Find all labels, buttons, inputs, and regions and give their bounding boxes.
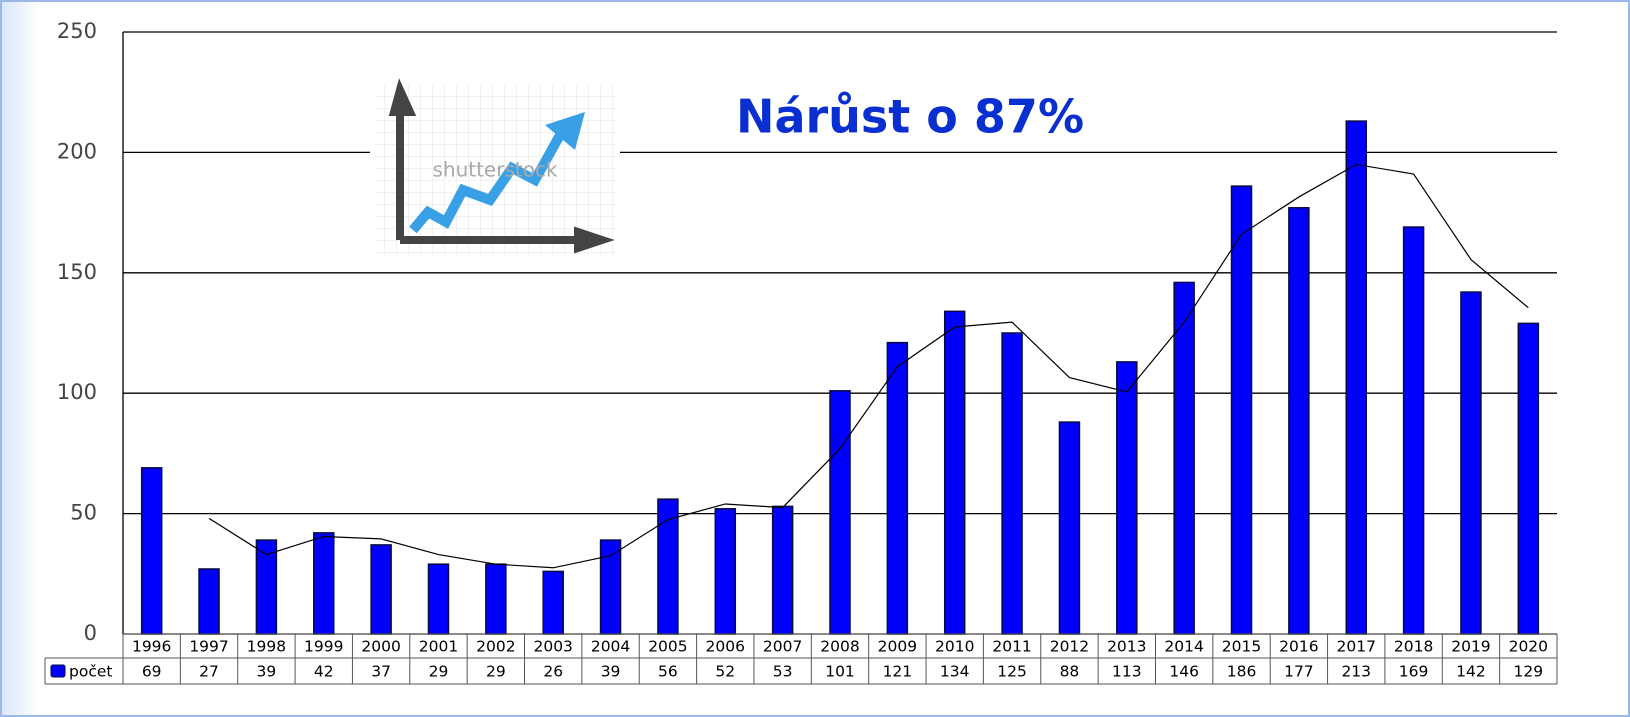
y-tick-label: 100 [57,380,97,404]
table-value: 42 [314,663,334,681]
annotation: Nárůst o 87% [736,90,1084,144]
table-value: 169 [1399,663,1429,681]
bar [199,569,219,634]
x-tick-label: 1996 [132,638,171,656]
table-value: 186 [1227,663,1257,681]
y-tick-label: 0 [84,621,97,645]
table-value: 134 [940,663,970,681]
bar [1346,121,1366,634]
legend-label: počet [69,663,112,681]
x-tick-label: 2013 [1107,638,1146,656]
table-value: 142 [1456,663,1486,681]
table-value: 101 [825,663,855,681]
x-tick-label: 2017 [1337,638,1376,656]
bar [1002,333,1022,634]
table-value: 39 [257,663,277,681]
x-tick-label: 2011 [992,638,1031,656]
bar [1289,208,1309,634]
bar [486,564,506,634]
y-tick-label: 200 [57,139,97,163]
chart: shutterstock Nárůst o 87% 05010015020025… [0,0,1630,717]
x-tick-label: 2014 [1164,638,1203,656]
watermark: shutterstock [432,158,557,182]
bar [1174,282,1194,634]
bar [830,391,850,634]
y-tick-label: 50 [70,501,97,525]
x-tick-label: 2018 [1394,638,1433,656]
y-tick-label: 250 [57,19,97,43]
x-tick-label: 1997 [189,638,228,656]
x-tick-label: 2020 [1509,638,1548,656]
table-value: 29 [486,663,506,681]
table-value: 88 [1060,663,1080,681]
bar [543,571,563,634]
bar [1059,422,1079,634]
bar [371,545,391,634]
table-value: 121 [883,663,913,681]
x-tick-label: 2001 [419,638,458,656]
bar [773,506,793,634]
y-tick-label: 150 [57,260,97,284]
x-tick-label: 2012 [1050,638,1089,656]
x-tick-label: 2007 [763,638,802,656]
bar [1518,323,1538,634]
background-edge [0,0,40,717]
picture: shutterstock [370,80,620,262]
bar [1461,292,1481,634]
x-tick-label: 2006 [706,638,745,656]
table-value: 53 [773,663,793,681]
x-tick-label: 2005 [648,638,687,656]
x-tick-label: 2009 [878,638,917,656]
table-value: 213 [1341,663,1371,681]
bar [1232,186,1252,634]
bar [715,509,735,634]
bar [1404,227,1424,634]
bar [142,468,162,634]
table-value: 69 [142,663,162,681]
x-tick-label: 2008 [820,638,859,656]
bar [428,564,448,634]
table-value: 39 [601,663,621,681]
x-tick-label: 2019 [1451,638,1490,656]
table-value: 146 [1169,663,1199,681]
table-value: 113 [1112,663,1142,681]
table-value: 56 [658,663,678,681]
table-value: 177 [1284,663,1314,681]
bar [314,533,334,634]
table-value: 27 [199,663,219,681]
bar [945,311,965,634]
x-tick-label: 2016 [1279,638,1318,656]
bar [887,343,907,634]
table-value: 29 [429,663,449,681]
bar [1117,362,1137,634]
x-tick-label: 2004 [591,638,630,656]
x-tick-label: 2010 [935,638,974,656]
x-tick-label: 1999 [304,638,343,656]
x-tick-label: 2002 [476,638,515,656]
legend-swatch [51,665,65,677]
x-tick-label: 2015 [1222,638,1261,656]
bar [601,540,621,634]
x-tick-label: 2003 [533,638,572,656]
x-tick-label: 1998 [247,638,286,656]
table-value: 26 [543,663,563,681]
table-value: 125 [997,663,1027,681]
table-value: 129 [1514,663,1544,681]
table-value: 37 [371,663,391,681]
x-tick-label: 2000 [361,638,400,656]
table-value: 52 [715,663,735,681]
